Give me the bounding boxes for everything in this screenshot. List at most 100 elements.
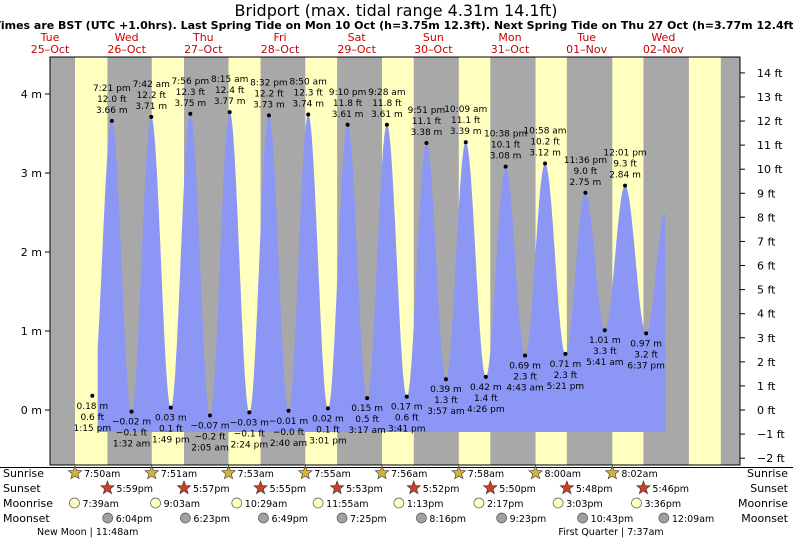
low-tide-label: 2.3 ft (513, 372, 537, 382)
high-tide-label: 10:58 am (523, 127, 566, 137)
high-tide-label: 9:51 pm (408, 106, 446, 116)
low-tide-label: 0.03 m (155, 414, 187, 424)
moonrise-icon (631, 497, 642, 509)
low-tide-dot (168, 405, 173, 410)
high-tide-label: 11:36 pm (564, 156, 607, 166)
right-axis-label: −1 ft (757, 428, 785, 441)
sunset-icon (406, 480, 422, 495)
moonrise-icon (312, 497, 324, 509)
chart-subtitle: Times are BST (UTC +1.0hrs). Last Spring… (0, 19, 793, 32)
low-tide-dot (207, 413, 212, 418)
right-axis-label: 11 ft (757, 139, 783, 152)
low-tide-label: 2:05 am (191, 444, 228, 454)
left-axis-label: 4 m (21, 88, 42, 101)
right-axis-label: 12 ft (757, 115, 783, 128)
moonrise-time: 7:39am (82, 499, 118, 510)
high-tide-label: 3.77 m (214, 97, 246, 107)
high-tide-label: 11.1 ft (451, 116, 481, 126)
low-tide-label: 0.6 ft (80, 413, 104, 423)
high-tide-label: 11.1 ft (412, 117, 442, 127)
low-tide-label: 1.3 ft (434, 396, 458, 406)
high-tide-label: 2.84 m (609, 171, 641, 181)
low-tide-label: 2:24 pm (231, 440, 269, 450)
low-tide-label: 0.97 m (630, 339, 662, 349)
high-tide-dot (149, 114, 154, 119)
low-tide-label: 3:41 pm (388, 425, 426, 435)
sunset-icon (99, 480, 115, 495)
left-axis-label: 2 m (21, 246, 42, 259)
day-name-label: Fri (273, 31, 286, 44)
sunrise-icon (451, 465, 467, 480)
moonrise-icon (231, 497, 243, 509)
high-tide-label: 3.75 m (174, 99, 206, 109)
day-date-label: 27–Oct (184, 43, 223, 56)
high-tide-dot (306, 112, 311, 117)
sunrise-icon (220, 465, 237, 480)
moonrise-icon (393, 497, 405, 509)
moonrise-time: 3:36pm (645, 499, 682, 510)
low-tide-label: 1.01 m (589, 336, 621, 346)
day-labels: Tue25–OctWed26–OctThu27–OctFri28–OctSat2… (31, 31, 685, 56)
high-tide-label: 2.75 m (570, 178, 602, 188)
moonset-time: 10:43pm (591, 514, 634, 525)
moonrise-icon (150, 497, 161, 509)
low-tide-label: 4:26 pm (467, 405, 505, 415)
low-tide-dot (563, 351, 568, 356)
high-tide-label: 12.3 ft (176, 88, 206, 98)
right-axis-label: 9 ft (757, 187, 776, 200)
low-tide-dot (443, 377, 448, 382)
high-tide-dot (583, 190, 588, 195)
moonrise-icon (473, 497, 485, 509)
moonset-icon (658, 512, 670, 524)
high-tide-label: 3.38 m (411, 128, 443, 138)
low-tide-label: 1.4 ft (474, 394, 498, 404)
high-tide-dot (543, 161, 548, 166)
high-tide-dot (266, 113, 271, 118)
right-axis-label: 2 ft (757, 356, 776, 369)
right-axis-label: 8 ft (757, 211, 776, 224)
moonset-time: 12:09am (672, 514, 714, 525)
moon-phase-label: New Moon | 11:48am (37, 527, 138, 538)
sunrise-time: 7:55am (314, 469, 350, 480)
high-tide-dot (623, 183, 628, 188)
y-axes: 0 m 1 m 2 m 3 m 4 m −2 ft −1 ft 0 ft 1 ft 2 ft 3 f… (21, 67, 786, 465)
high-tide-label: 3.66 m (96, 106, 128, 116)
sunset-time: 5:52pm (423, 484, 460, 495)
high-tide-label: 9.3 ft (613, 160, 637, 170)
low-tide-label: 0.42 m (470, 383, 502, 393)
low-tide-label: 3:17 am (348, 426, 385, 436)
high-tide-label: 11.8 ft (333, 99, 363, 109)
low-tide-dot (129, 409, 134, 414)
sunset-time: 5:50pm (499, 484, 536, 495)
high-tide-label: 10:38 pm (484, 130, 527, 140)
high-tide-label: 10.2 ft (530, 138, 560, 148)
low-tide-label: −0.07 m (190, 422, 229, 432)
low-tide-label: 6:37 pm (627, 361, 665, 371)
low-tide-label: −0.1 ft (116, 429, 148, 439)
low-tide-label: −0.02 m (112, 418, 151, 428)
sunrise-time: 8:02am (621, 469, 657, 480)
high-tide-label: 9:28 am (368, 88, 405, 98)
moonset-icon (496, 512, 507, 524)
row-label-left: Sunset (3, 482, 41, 495)
day-date-label: 25–Oct (31, 43, 70, 56)
moonset-time: 7:25pm (350, 514, 387, 525)
high-tide-label: 3.39 m (450, 127, 482, 137)
sunset-time: 5:48pm (576, 484, 613, 495)
high-tide-dot (424, 140, 429, 145)
moonset-icon (577, 512, 588, 524)
right-axis-label: 1 ft (757, 380, 776, 393)
high-tide-label: 3.61 m (371, 110, 403, 120)
low-tide-dot (404, 394, 409, 399)
low-tide-label: 3:01 pm (309, 436, 347, 446)
high-tide-label: 3.74 m (292, 100, 324, 110)
right-axis-label: 13 ft (757, 91, 783, 104)
high-tide-dot (384, 122, 389, 127)
sunset-time: 5:55pm (270, 484, 307, 495)
low-tide-label: 0.1 ft (316, 425, 340, 435)
low-tide-label: 0.18 m (76, 402, 108, 412)
low-tide-label: −0.0 ft (273, 428, 305, 438)
moonset-time: 6:23pm (193, 514, 230, 525)
